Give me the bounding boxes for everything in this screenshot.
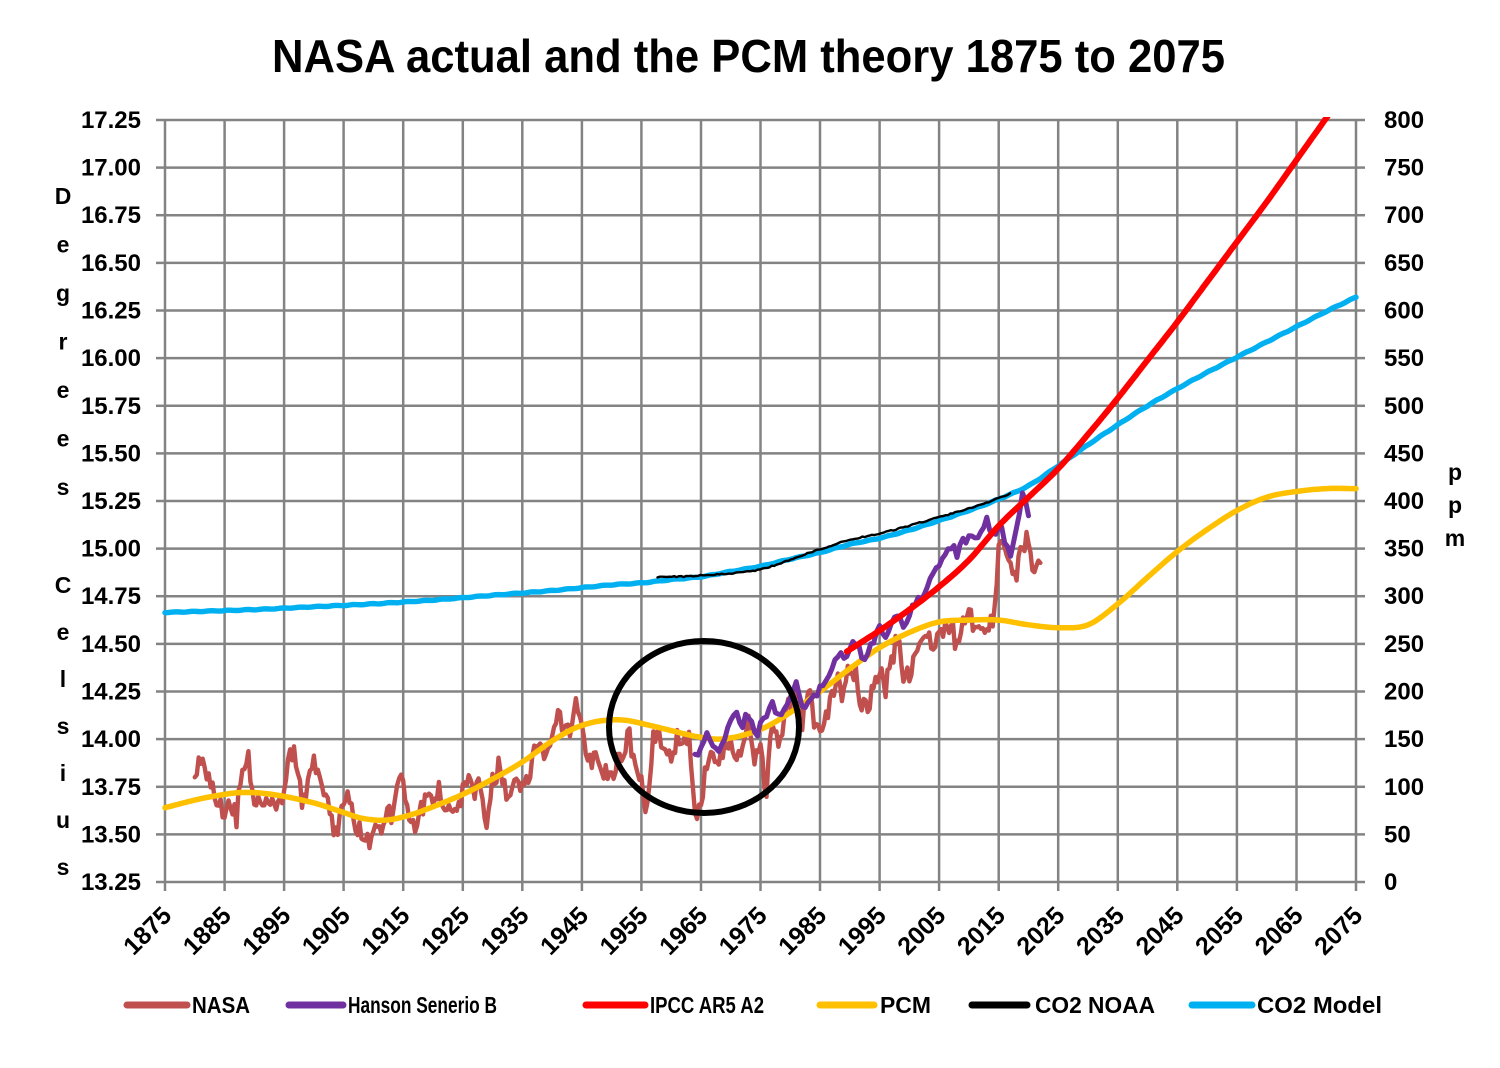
svg-text:IPCC AR5 A2: IPCC AR5 A2 (650, 992, 764, 1018)
svg-text:17.25: 17.25 (81, 107, 141, 134)
svg-text:16.75: 16.75 (81, 202, 141, 229)
svg-text:e: e (57, 232, 70, 258)
svg-text:e: e (57, 377, 70, 403)
svg-text:16.00: 16.00 (81, 345, 141, 372)
svg-text:Hanson Senerio B: Hanson Senerio B (348, 992, 497, 1018)
svg-text:NASA: NASA (192, 992, 250, 1018)
svg-text:e: e (57, 619, 70, 645)
svg-text:50: 50 (1384, 821, 1411, 848)
svg-text:r: r (59, 329, 68, 355)
svg-text:15.25: 15.25 (81, 488, 141, 515)
svg-text:u: u (56, 807, 70, 833)
svg-text:14.75: 14.75 (81, 583, 141, 610)
svg-text:s: s (57, 854, 70, 880)
svg-text:l: l (60, 666, 66, 692)
svg-text:800: 800 (1384, 107, 1424, 134)
svg-text:p: p (1448, 459, 1462, 485)
svg-text:i: i (60, 760, 66, 786)
svg-text:350: 350 (1384, 536, 1424, 563)
svg-text:700: 700 (1384, 202, 1424, 229)
svg-text:17.00: 17.00 (81, 155, 141, 182)
svg-text:150: 150 (1384, 726, 1424, 753)
svg-text:400: 400 (1384, 488, 1424, 515)
svg-text:s: s (57, 474, 70, 500)
svg-text:650: 650 (1384, 250, 1424, 277)
svg-text:CO2 Model: CO2 Model (1257, 992, 1382, 1018)
svg-text:14.25: 14.25 (81, 679, 141, 706)
svg-text:s: s (57, 713, 70, 739)
svg-text:600: 600 (1384, 298, 1424, 325)
svg-text:15.50: 15.50 (81, 440, 141, 467)
svg-text:200: 200 (1384, 679, 1424, 706)
svg-text:NASA actual and the PCM theory: NASA actual and the PCM theory 1875 to 2… (272, 30, 1225, 82)
svg-text:16.50: 16.50 (81, 250, 141, 277)
svg-text:CO2 NOAA: CO2 NOAA (1035, 992, 1155, 1018)
svg-text:100: 100 (1384, 774, 1424, 801)
svg-text:750: 750 (1384, 155, 1424, 182)
svg-text:PCM: PCM (880, 992, 931, 1018)
svg-text:0: 0 (1384, 869, 1397, 896)
svg-text:16.25: 16.25 (81, 298, 141, 325)
svg-text:450: 450 (1384, 440, 1424, 467)
svg-text:e: e (57, 426, 70, 452)
svg-text:p: p (1448, 492, 1462, 518)
svg-text:14.00: 14.00 (81, 726, 141, 753)
svg-text:15.00: 15.00 (81, 536, 141, 563)
svg-text:300: 300 (1384, 583, 1424, 610)
svg-text:g: g (56, 280, 70, 306)
svg-text:500: 500 (1384, 393, 1424, 420)
svg-text:m: m (1445, 525, 1465, 551)
svg-text:13.50: 13.50 (81, 821, 141, 848)
svg-text:15.75: 15.75 (81, 393, 141, 420)
svg-text:13.75: 13.75 (81, 774, 141, 801)
svg-text:C: C (55, 572, 72, 598)
svg-text:13.25: 13.25 (81, 869, 141, 896)
svg-text:250: 250 (1384, 631, 1424, 658)
svg-text:14.50: 14.50 (81, 631, 141, 658)
svg-text:550: 550 (1384, 345, 1424, 372)
svg-text:D: D (55, 183, 72, 209)
